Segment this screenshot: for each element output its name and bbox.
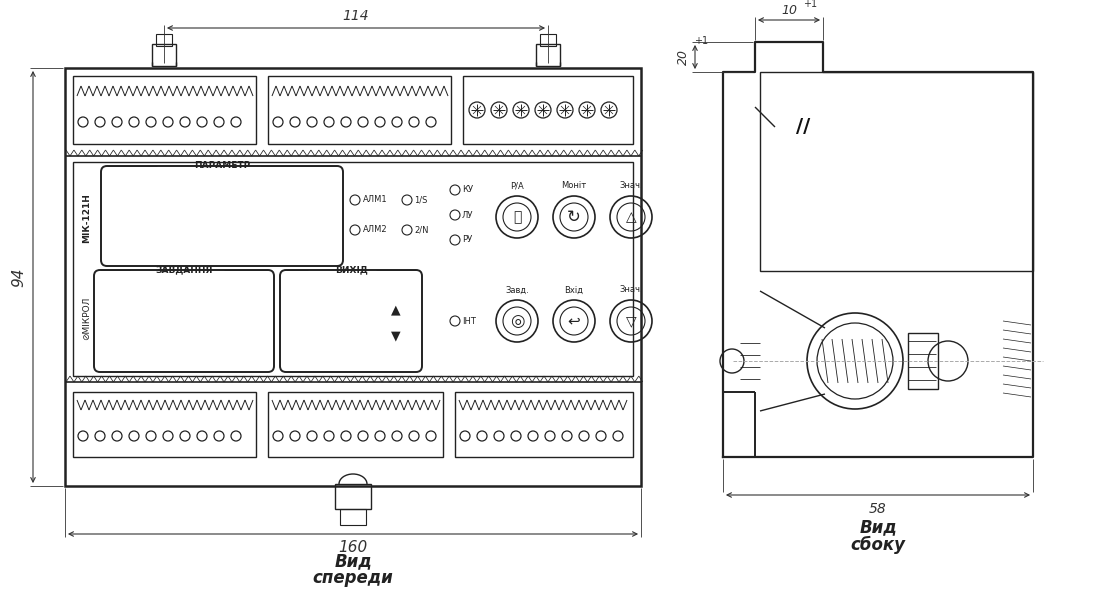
Bar: [74, 76, 256, 144]
Text: ▲: ▲: [391, 304, 401, 317]
Bar: [760, 72, 1033, 271]
Bar: [268, 392, 443, 457]
Text: ▼: ▼: [391, 329, 401, 342]
Text: Завд.: Завд.: [505, 285, 529, 295]
Text: △: △: [626, 210, 636, 224]
Text: Моніт: Моніт: [561, 182, 587, 190]
Text: 160: 160: [339, 540, 368, 556]
Text: ВИХІД: ВИХІД: [334, 265, 368, 275]
Text: сбоку: сбоку: [850, 536, 906, 554]
Text: +1: +1: [694, 36, 709, 46]
Text: ✋: ✋: [512, 210, 521, 224]
Bar: [156, 34, 172, 46]
Bar: [340, 509, 367, 525]
Bar: [268, 76, 451, 144]
Text: ◎: ◎: [510, 312, 525, 330]
Text: МІК-121Н: МІК-121Н: [82, 193, 91, 243]
Bar: [335, 484, 371, 509]
Text: +1: +1: [803, 0, 818, 9]
Text: Вид: Вид: [859, 518, 897, 536]
Text: 20: 20: [676, 49, 690, 65]
FancyBboxPatch shape: [280, 270, 422, 372]
Text: спереди: спереди: [313, 569, 393, 587]
Text: ▽: ▽: [626, 314, 636, 328]
Text: ЛУ: ЛУ: [462, 210, 473, 220]
Text: Р/А: Р/А: [510, 182, 524, 190]
Text: РУ: РУ: [462, 235, 472, 245]
Bar: [455, 392, 633, 457]
Text: АЛМ2: АЛМ2: [363, 226, 388, 234]
Text: КУ: КУ: [462, 185, 473, 195]
Bar: [152, 44, 176, 66]
Text: ПАРАМЕТР: ПАРАМЕТР: [194, 162, 251, 171]
Text: АЛМ1: АЛМ1: [363, 195, 388, 204]
Bar: [65, 68, 641, 486]
Text: 114: 114: [343, 9, 370, 23]
Text: ↻: ↻: [567, 208, 580, 226]
Bar: [536, 44, 560, 66]
Text: ЗАВДАННЯ: ЗАВДАННЯ: [155, 265, 213, 275]
FancyBboxPatch shape: [94, 270, 274, 372]
Bar: [74, 162, 633, 376]
Bar: [540, 34, 556, 46]
Text: ↩: ↩: [568, 314, 580, 329]
Text: ІНТ: ІНТ: [462, 317, 476, 326]
Text: //: //: [797, 118, 824, 137]
Text: 1/S: 1/S: [414, 195, 428, 204]
Text: 2/N: 2/N: [414, 226, 429, 234]
Text: Вид: Вид: [334, 552, 372, 570]
FancyBboxPatch shape: [101, 166, 343, 266]
Text: 58: 58: [869, 502, 887, 516]
Bar: [908, 333, 938, 389]
Text: ⊘МІКРОЛ: ⊘МІКРОЛ: [82, 296, 91, 340]
Bar: [74, 392, 256, 457]
Text: Знач.: Знач.: [619, 182, 643, 190]
Text: 10: 10: [781, 4, 797, 16]
Text: 94: 94: [11, 267, 27, 287]
Bar: [463, 76, 633, 144]
Text: Вхід: Вхід: [565, 285, 584, 295]
Text: Знач.: Знач.: [619, 285, 643, 295]
